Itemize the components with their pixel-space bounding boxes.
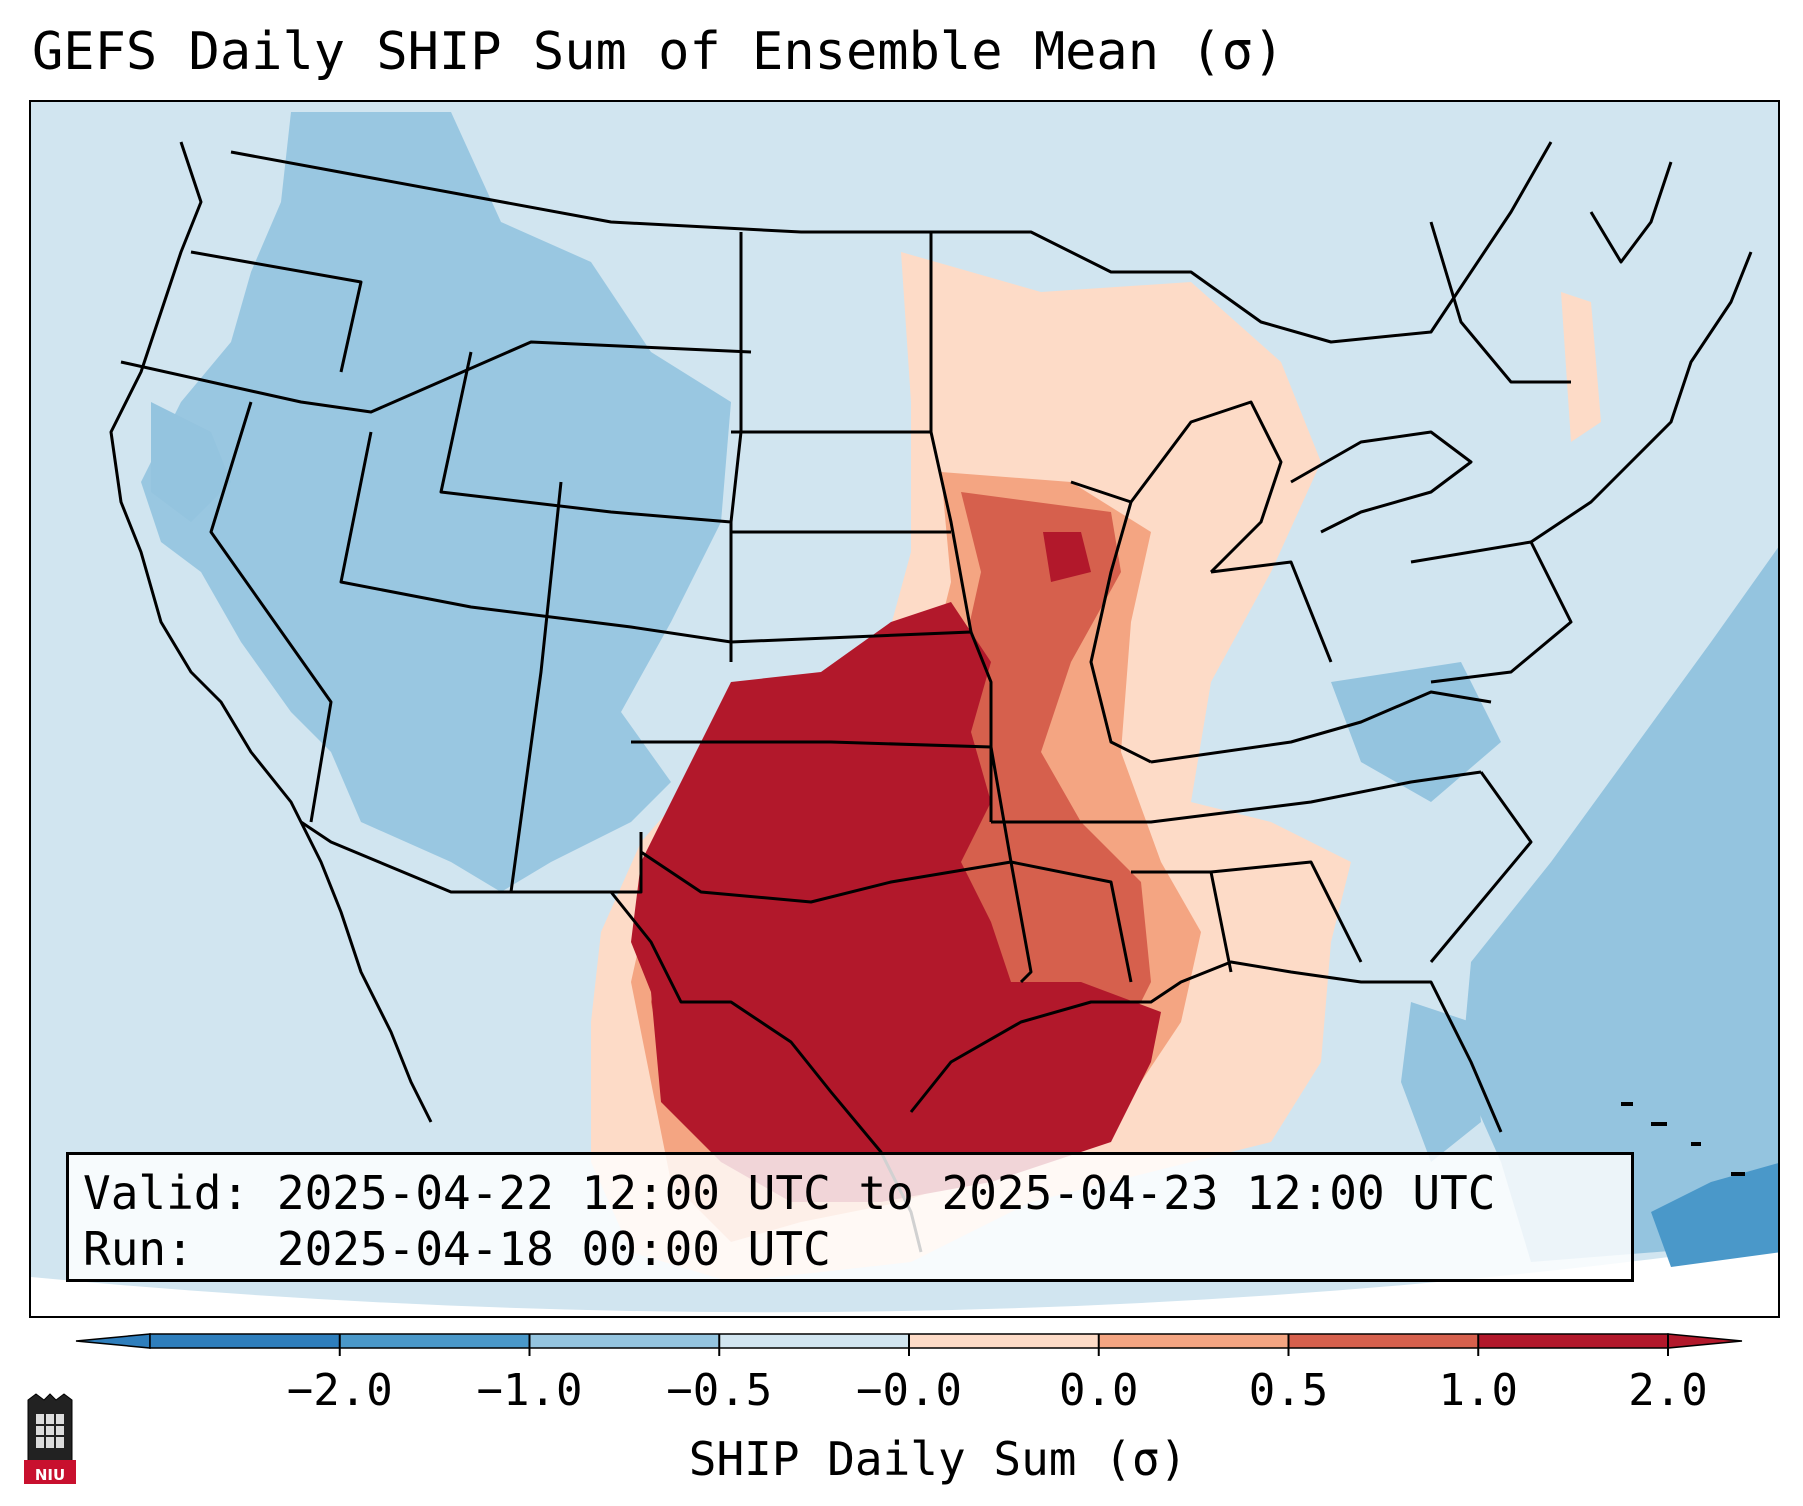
run-value: 2025-04-18 00:00 UTC [276,1222,831,1276]
colorbar-segment [1288,1334,1479,1348]
ohio-valley-borders [1210,540,1573,684]
mississippi-river [1070,480,1152,764]
map-canvas [31,102,1778,1316]
extreme-positive-region [631,602,1161,1202]
colorbar-segment [719,1334,910,1348]
western-low-region [141,112,731,892]
utah-border [339,431,732,644]
valid-run-info-box: Valid: 2025-04-22 12:00 UTC to 2025-04-2… [66,1152,1634,1282]
boundary-lines [109,141,1753,1253]
colorbar-segment [909,1334,1100,1348]
colorbar-tick-label: 0.5 [1248,1365,1329,1416]
colorbar-tick-label: −0.5 [666,1365,773,1416]
nevada-border [209,401,333,823]
colorbar-segment [339,1334,530,1348]
colorbar-segments [75,1333,1743,1356]
colorbar-tick-label: 2.0 [1628,1365,1708,1416]
kentucky-virginia-line [1150,690,1492,764]
great-lakes-michigan [1129,400,1283,574]
us-canada-border [230,141,1553,344]
colorbar-segment [150,1334,341,1348]
bahamas-strong-low [1651,1163,1778,1267]
oregon-idaho-border [120,340,752,414]
oklahoma-border [631,740,1013,863]
colorbar-tick-label: −0.0 [856,1365,962,1416]
colorbar-label: SHIP Daily Sum (σ) [688,1432,1188,1486]
map-panel [29,100,1780,1318]
colorbar-segment [1098,1334,1289,1348]
atlantic-low-region [1461,547,1778,1262]
colorbar-tick-label: −1.0 [476,1365,583,1416]
colorbar-tick-label: 0.0 [1059,1365,1139,1416]
iowa-extreme-spot [1043,532,1091,582]
bahamas-islands [1621,1102,1745,1176]
island-mark [1731,1172,1745,1176]
mexico-border-west [300,820,511,894]
new-england-positive [1561,292,1601,442]
niu-logo: NIU [22,1392,78,1486]
pacific-nw-low [151,402,231,522]
northeast-outlines [1429,161,1673,384]
positive-anomaly-field [591,252,1601,1282]
island-mark [1691,1142,1701,1146]
island-mark [1621,1102,1633,1106]
colorbar-segment [529,1334,720,1348]
gulf-coast [909,960,1503,1133]
negative-anomaly-field [141,112,1778,1267]
niu-logo-text: NIU [34,1466,66,1484]
niu-tower-icon [24,1393,76,1484]
texas-north-border [640,850,1033,984]
run-label: Run: [83,1222,194,1276]
plains-borders [731,430,951,534]
washington-border [190,250,363,373]
colorbar-segment [1478,1334,1669,1348]
southeast-borders [1010,860,1363,983]
colorbar-tick-label: −2.0 [286,1365,393,1416]
valid-value: 2025-04-22 12:00 UTC to 2025-04-23 12:00… [276,1166,1496,1220]
colorbar-tick-label: 1.0 [1438,1365,1518,1416]
island-mark [1651,1122,1667,1126]
colorbar-extend-max [1667,1333,1743,1349]
west-coast [109,141,433,1123]
domain-edge [31,1242,1778,1316]
map-title: GEFS Daily SHIP Sum of Ensemble Mean (σ) [32,22,1285,82]
wyoming-colorado-border [439,351,733,662]
colorbar-extend-min [75,1333,151,1349]
tennessee-line [991,770,1482,824]
east-coast [1429,251,1753,963]
colorbar [75,1333,1743,1356]
valid-label: Valid: [83,1166,250,1220]
great-lakes-erie-ontario [1290,430,1473,534]
